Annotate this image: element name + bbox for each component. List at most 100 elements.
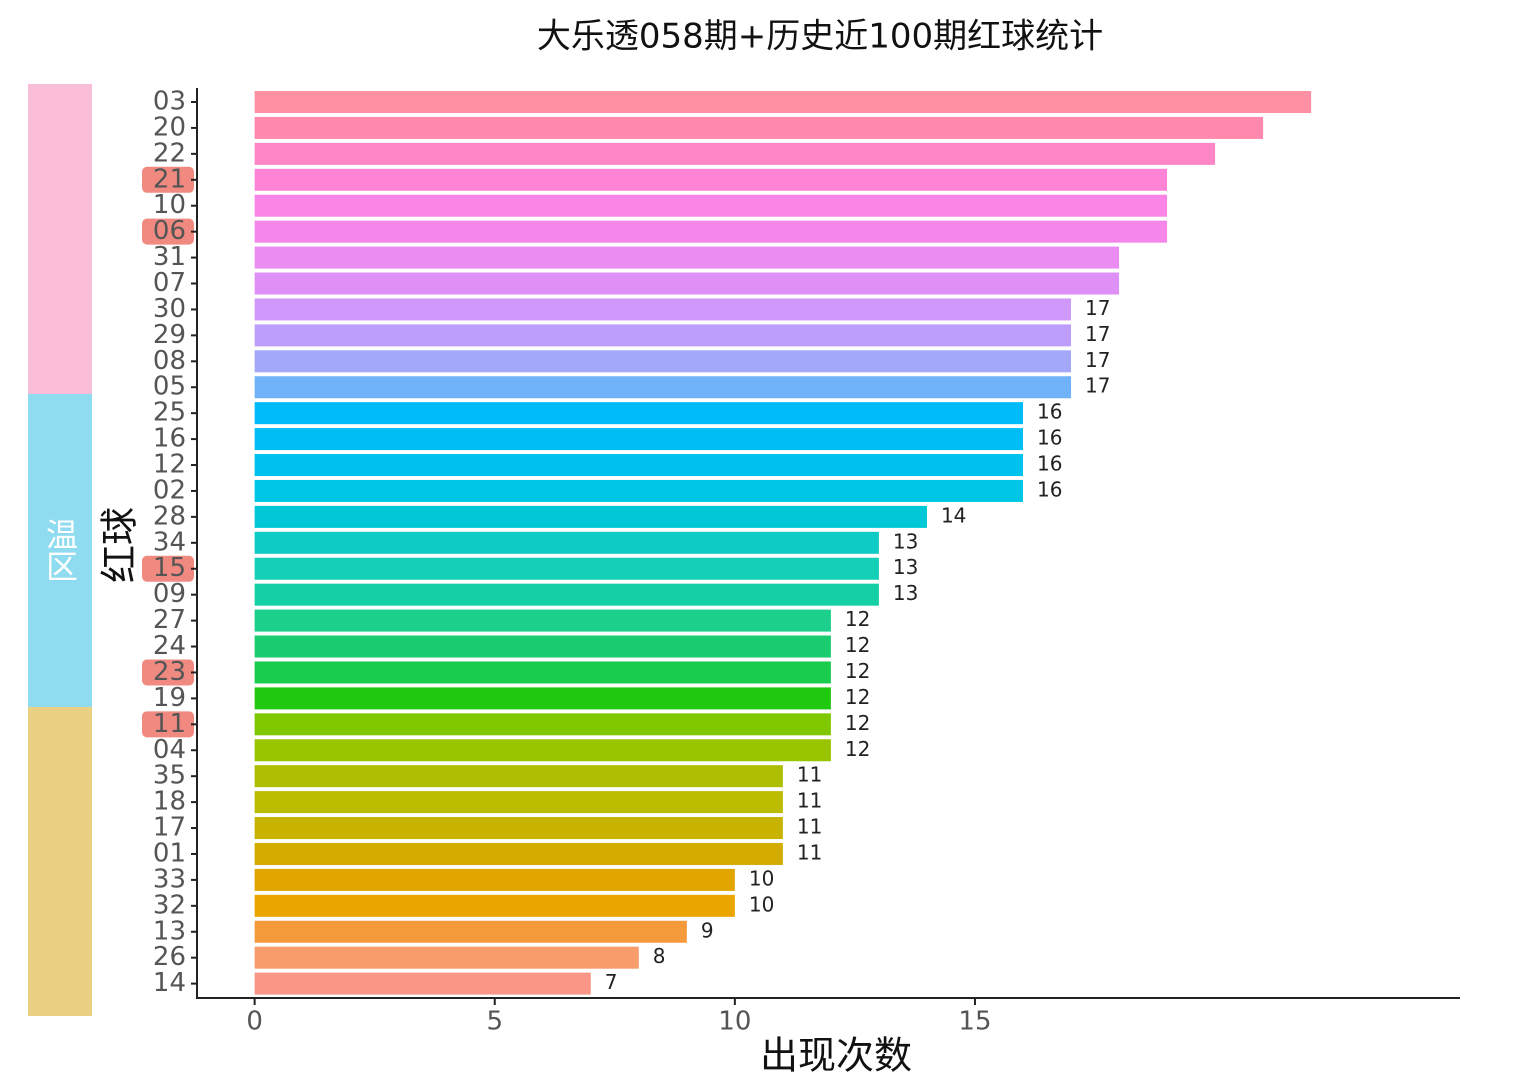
value-label: 17: [1085, 296, 1110, 320]
y-tick-label: 29: [153, 320, 186, 350]
y-tick-label: 32: [153, 890, 186, 920]
value-label: 7: [605, 970, 618, 994]
bar: [254, 687, 831, 710]
y-tick-label: 35: [153, 761, 186, 791]
bar: [254, 220, 1168, 243]
y-tick-label: 04: [153, 735, 186, 765]
label-highlight: [142, 166, 194, 193]
value-label: 16: [1037, 452, 1062, 476]
bar: [254, 428, 1023, 451]
bar: [254, 168, 1168, 191]
value-label: 10: [749, 866, 774, 890]
value-label: 11: [797, 815, 822, 839]
value-label: 17: [1085, 374, 1110, 398]
bar: [254, 479, 1023, 502]
bar: [254, 817, 783, 840]
y-tick-label: 33: [153, 864, 186, 894]
y-tick-label: 05: [153, 372, 186, 402]
value-label: 16: [1037, 400, 1062, 424]
value-label: 12: [845, 685, 870, 709]
bar: [254, 298, 1072, 321]
bar: [254, 505, 927, 528]
y-tick-label: 28: [153, 501, 186, 531]
bar: [254, 246, 1120, 269]
value-label: 11: [797, 789, 822, 813]
bar: [254, 531, 879, 554]
y-tick-label: 25: [153, 398, 186, 428]
bar: [254, 116, 1264, 139]
bar: [254, 557, 879, 580]
bar: [254, 91, 1312, 113]
chart-title: 大乐透058期+历史近100期红球统计: [537, 17, 1103, 57]
y-tick-label: 13: [153, 916, 186, 946]
y-tick-label: 10: [153, 190, 186, 220]
bar: [254, 894, 735, 917]
value-label: 8: [653, 944, 666, 968]
y-tick-label: 06: [153, 216, 186, 246]
bar: [254, 350, 1072, 373]
value-label: 12: [845, 737, 870, 761]
bar: [254, 324, 1072, 347]
y-tick-label: 21: [153, 164, 186, 194]
label-highlight: [142, 555, 194, 582]
bar: [254, 842, 783, 865]
zone-band: [28, 394, 92, 707]
bar: [254, 946, 639, 969]
y-tick-label: 20: [153, 112, 186, 142]
zone-band: [28, 707, 92, 1016]
y-tick-label: 22: [153, 138, 186, 168]
value-label: 13: [893, 581, 918, 605]
value-label: 17: [1085, 348, 1110, 372]
bar: [254, 194, 1168, 217]
y-tick-label: 34: [153, 527, 186, 557]
value-label: 13: [893, 555, 918, 579]
y-tick-label: 26: [153, 942, 186, 972]
y-tick-label: 02: [153, 475, 186, 505]
bar: [254, 765, 783, 788]
value-label: 10: [749, 892, 774, 916]
y-tick-label: 24: [153, 631, 186, 661]
value-label: 9: [701, 918, 714, 942]
y-tick-label: 23: [153, 657, 186, 687]
bar: [254, 142, 1216, 165]
value-label: 12: [845, 607, 870, 631]
bar: [254, 583, 879, 606]
bar: [254, 920, 687, 943]
y-tick-label: 17: [153, 813, 186, 843]
zone-label: 温区: [41, 518, 79, 582]
y-tick-label: 01: [153, 838, 186, 868]
value-label: 14: [941, 503, 966, 527]
bar: [254, 272, 1120, 295]
bar: [254, 739, 831, 762]
y-tick-label: 18: [153, 787, 186, 817]
x-tick-label: 0: [246, 1007, 263, 1037]
bar: [254, 791, 783, 814]
y-tick-label: 16: [153, 424, 186, 454]
y-tick-label: 12: [153, 450, 186, 480]
value-label: 16: [1037, 426, 1062, 450]
bar: [254, 868, 735, 891]
y-tick-label: 15: [153, 553, 186, 583]
y-tick-label: 14: [153, 968, 186, 998]
value-label: 17: [1085, 322, 1110, 346]
value-label: 11: [797, 763, 822, 787]
y-tick-label: 11: [153, 709, 186, 739]
label-highlight: [142, 659, 194, 686]
bar: [254, 376, 1072, 399]
bar: [254, 972, 591, 995]
y-axis-title: 红球: [98, 507, 142, 583]
value-label: 11: [797, 840, 822, 864]
bar: [254, 402, 1023, 425]
y-tick-label: 03: [153, 87, 186, 117]
bar: [254, 635, 831, 658]
x-tick-label: 5: [486, 1007, 503, 1037]
value-label: 12: [845, 711, 870, 735]
y-tick-label: 27: [153, 605, 186, 635]
bar: [254, 661, 831, 684]
y-tick-label: 07: [153, 268, 186, 298]
y-tick-label: 30: [153, 294, 186, 324]
y-tick-label: 19: [153, 683, 186, 713]
x-tick-label: 10: [718, 1007, 751, 1037]
bar: [254, 609, 831, 632]
